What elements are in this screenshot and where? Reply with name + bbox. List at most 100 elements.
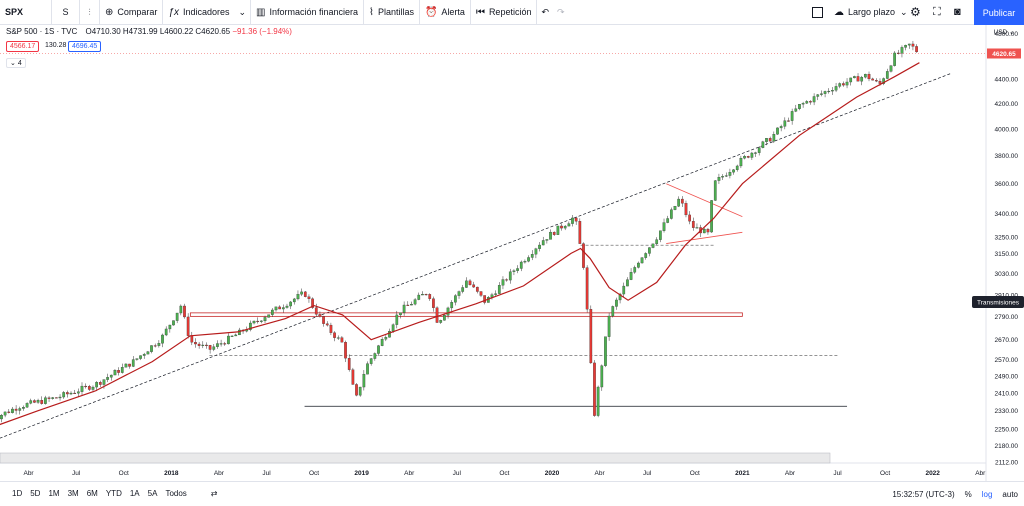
range-button-3m[interactable]: 3M xyxy=(67,489,79,498)
candle-body xyxy=(721,176,724,178)
symbol-search[interactable]: SPX xyxy=(0,0,52,25)
candle-body xyxy=(410,304,413,306)
date-range-icon[interactable]: ⇄ xyxy=(210,489,218,498)
ohlc-values: O4710.30 H4731.99 L4600.22 C4620.65 xyxy=(85,27,231,36)
buy-price-box[interactable]: 4696.45 xyxy=(68,41,102,52)
candle-body xyxy=(527,257,530,262)
candle-body xyxy=(435,307,439,323)
range-button-ytd[interactable]: YTD xyxy=(105,489,122,498)
candle-body xyxy=(76,391,80,394)
candle-body xyxy=(867,73,871,80)
candle-body xyxy=(889,65,893,72)
time-tick: 2022 xyxy=(925,470,940,477)
time-tick: Abr xyxy=(404,470,415,477)
range-button-5a[interactable]: 5A xyxy=(147,489,158,498)
range-button-1a[interactable]: 1A xyxy=(129,489,140,498)
candle-body xyxy=(380,339,384,346)
candle-body xyxy=(102,379,106,385)
undo-button[interactable]: ↶ xyxy=(537,0,553,25)
candle-body xyxy=(150,345,153,352)
time-tick: Abr xyxy=(23,470,34,477)
candle-body xyxy=(585,267,589,310)
candle-body xyxy=(172,320,175,326)
indicator-count: 4 xyxy=(17,60,22,67)
indicators-collapse-button[interactable]: ⌄ 4 xyxy=(6,58,26,68)
candle-body xyxy=(179,305,183,314)
templates-button[interactable]: ⌇ Plantillas xyxy=(364,0,420,25)
bar-chart-icon: ▥ xyxy=(256,6,266,18)
publish-button[interactable]: Publicar xyxy=(974,0,1024,25)
candle-body xyxy=(534,248,538,255)
snapshot-button[interactable]: ◙ xyxy=(954,0,961,25)
candle-body xyxy=(201,344,205,346)
indicators-button[interactable]: ƒx Indicadores xyxy=(163,0,234,25)
candle-body xyxy=(516,268,519,271)
candle-body xyxy=(270,309,274,315)
candle-body xyxy=(633,267,637,273)
indicators-dropdown[interactable]: ⌄ xyxy=(235,0,252,25)
candle-body xyxy=(252,320,256,324)
candle-body xyxy=(369,358,373,364)
layout-name-button[interactable]: ☁ Largo plazo ⌄ xyxy=(834,0,908,25)
range-button-5d[interactable]: 5D xyxy=(30,489,41,498)
candle-body xyxy=(377,345,380,354)
candle-body xyxy=(842,83,845,86)
candle-body xyxy=(131,359,135,367)
triangle-line xyxy=(666,183,743,218)
candle-body xyxy=(446,307,450,316)
financials-button[interactable]: ▥ Información financiera xyxy=(251,0,365,25)
clock-label[interactable]: 15:32:57 (UTC-3) xyxy=(892,489,955,499)
candle-body xyxy=(483,295,487,303)
price-axis[interactable] xyxy=(986,25,1024,481)
candle-body xyxy=(574,217,578,222)
candle-body xyxy=(135,358,139,360)
fullscreen-button[interactable]: ⛶ xyxy=(933,0,941,25)
time-tick: Oct xyxy=(499,470,509,477)
compare-label: Comparar xyxy=(117,7,158,17)
candle-body xyxy=(347,358,351,370)
percent-scale-toggle[interactable]: % xyxy=(964,489,972,499)
chart-type-button[interactable]: ⫶ xyxy=(80,0,100,25)
time-tick: 2018 xyxy=(164,470,179,477)
candle-body xyxy=(267,314,271,318)
candle-body xyxy=(501,279,505,286)
layout-toggle-button[interactable] xyxy=(812,0,823,25)
redo-button[interactable]: ↷ xyxy=(553,0,569,25)
candle-body xyxy=(7,411,11,413)
replay-button[interactable]: ⏮ Repetición xyxy=(471,0,538,25)
scroll-bar[interactable] xyxy=(0,452,831,464)
compare-button[interactable]: ⊕ Comparar xyxy=(100,0,164,25)
candle-body xyxy=(783,120,787,127)
sell-price-box[interactable]: 4566.17 xyxy=(6,41,40,52)
candle-body xyxy=(285,305,289,308)
settings-button[interactable]: ⚙ xyxy=(910,0,921,25)
range-button-1m[interactable]: 1M xyxy=(48,489,60,498)
candle-body xyxy=(757,147,761,153)
candle-body xyxy=(589,309,593,364)
alert-button[interactable]: ⏰ Alerta xyxy=(420,0,471,25)
range-button-6m[interactable]: 6M xyxy=(86,489,98,498)
log-scale-toggle[interactable]: log xyxy=(981,489,993,499)
interval-button[interactable]: S xyxy=(52,0,80,25)
price-tick: 3030.00 xyxy=(995,271,1019,278)
candle-body xyxy=(640,257,644,264)
time-tick: Jul xyxy=(833,470,842,477)
candle-body xyxy=(289,301,292,307)
candle-body xyxy=(384,337,388,340)
triangle-line xyxy=(666,231,743,244)
candle-body xyxy=(626,279,629,287)
candle-body xyxy=(754,152,757,154)
time-tick: Abr xyxy=(975,470,986,477)
candle-body xyxy=(66,392,69,395)
price-chart[interactable]: 4800.004600.004400.004200.004000.003800.… xyxy=(0,25,1024,481)
range-button-todos[interactable]: Todos xyxy=(165,489,187,498)
candle-body xyxy=(194,342,197,345)
candle-body xyxy=(366,363,369,375)
candle-body xyxy=(25,403,29,408)
range-button-1d[interactable]: 1D xyxy=(12,489,23,498)
candle-body xyxy=(223,343,227,345)
candle-body xyxy=(805,101,809,104)
candle-body xyxy=(475,286,479,292)
auto-scale-toggle[interactable]: auto xyxy=(1002,489,1018,499)
candle-body xyxy=(710,200,713,233)
